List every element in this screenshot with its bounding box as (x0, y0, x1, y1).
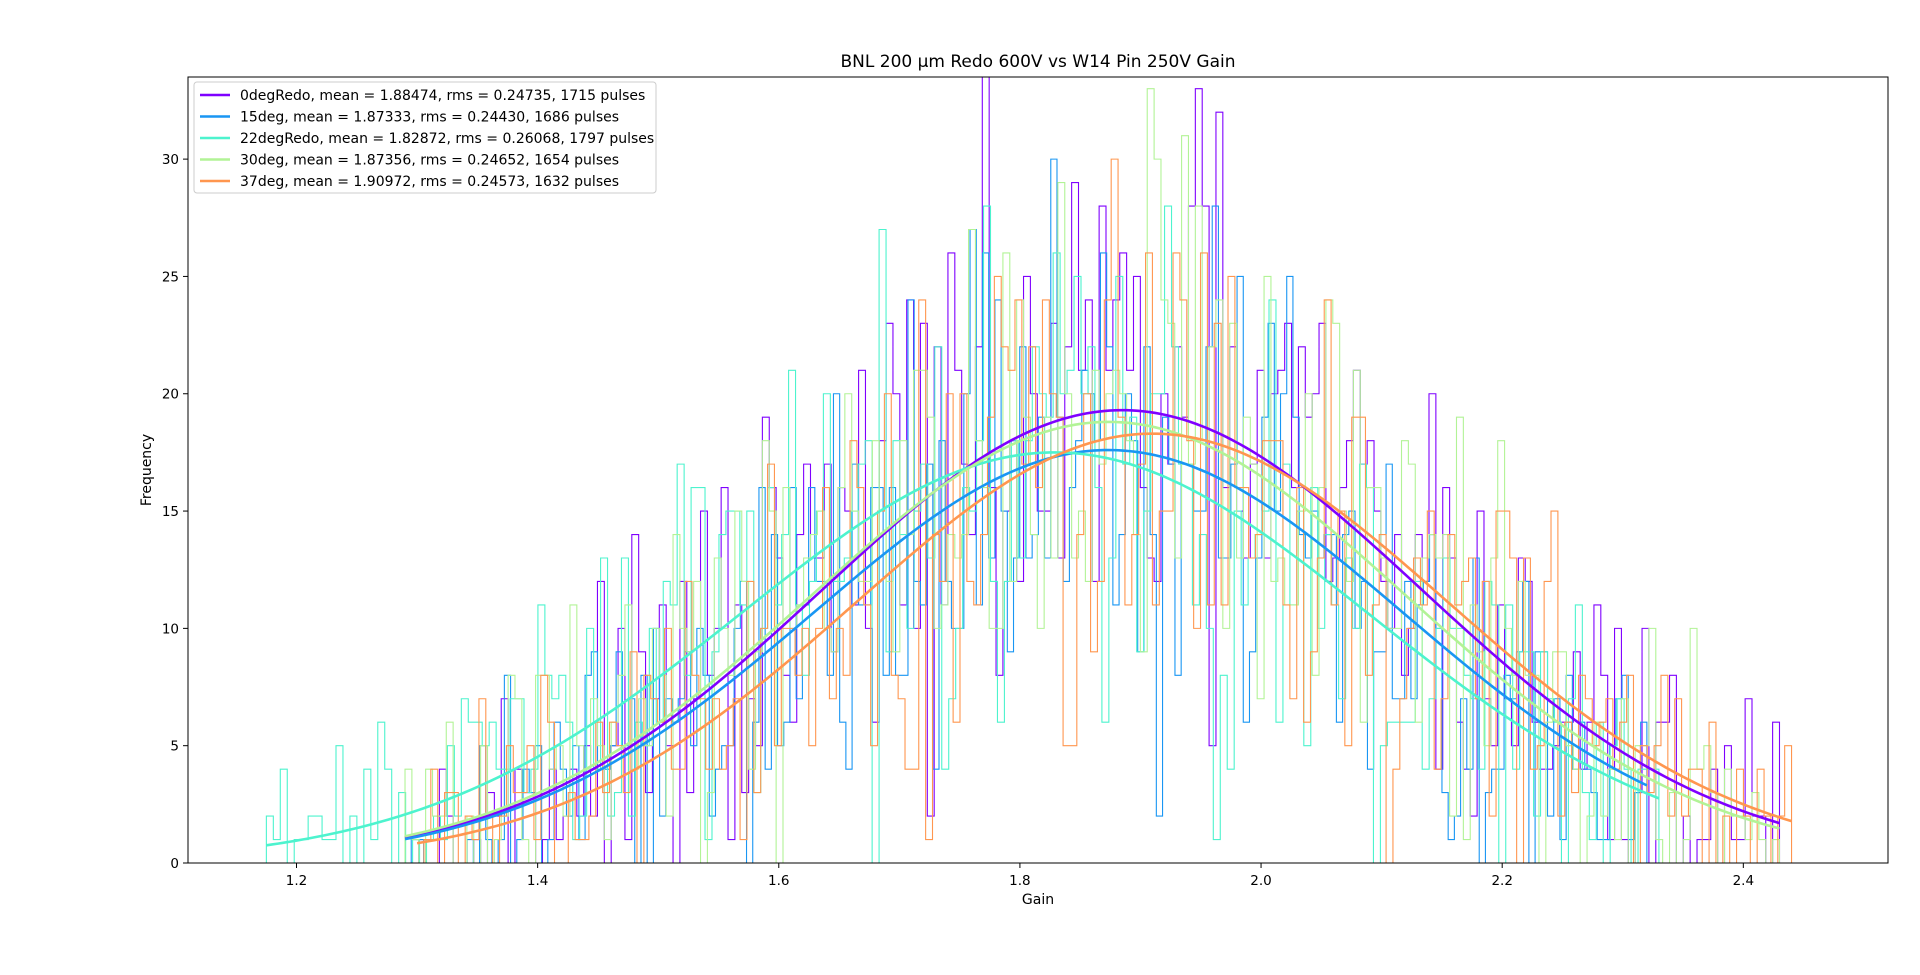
fit-curve-15deg (404, 448, 1648, 841)
y-tick-label: 5 (170, 739, 179, 755)
histogram-37deg (417, 158, 1793, 863)
histogram-22degRedo (265, 205, 1660, 863)
y-tick-label: 10 (162, 621, 179, 637)
fit-curve-30deg (404, 420, 1780, 838)
x-tick-label: 1.2 (286, 873, 307, 889)
fit-curve-22degRedo (266, 451, 1660, 847)
legend: 0degRedo, mean = 1.88474, rms = 0.24735,… (193, 81, 657, 194)
x-tick-label: 1.6 (768, 873, 789, 889)
y-tick-label: 25 (162, 269, 179, 285)
y-tick-label: 15 (162, 504, 179, 520)
legend-label-15deg: 15deg, mean = 1.87333, rms = 0.24430, 16… (240, 110, 619, 126)
plot-area (187, 76, 1889, 864)
chart-title: BNL 200 µm Redo 600V vs W14 Pin 250V Gai… (841, 52, 1236, 72)
fit-curve-0degRedo (404, 408, 1780, 840)
y-tick-label: 20 (162, 387, 179, 403)
x-axis-label: Gain (1022, 892, 1054, 908)
x-tick-label: 2.0 (1250, 873, 1271, 889)
y-tick-label: 30 (162, 152, 179, 168)
x-tick-label: 1.4 (527, 873, 548, 889)
legend-label-30deg: 30deg, mean = 1.87356, rms = 0.24652, 16… (240, 153, 619, 169)
plot-frame (187, 76, 1889, 864)
y-axis: 0 5 10 15 20 25 30 (162, 152, 188, 872)
y-axis-label: Frequency (139, 434, 155, 506)
legend-label-0degRedo: 0degRedo, mean = 1.88474, rms = 0.24735,… (240, 88, 645, 104)
legend-label-22degRedo: 22degRedo, mean = 1.82872, rms = 0.26068… (240, 131, 654, 147)
x-axis: 1.2 1.4 1.6 1.8 2.0 2.2 2.4 (286, 863, 1754, 889)
gaussian-fit-layer (266, 408, 1792, 847)
x-tick-label: 1.8 (1009, 873, 1030, 889)
y-tick-label: 0 (170, 856, 179, 872)
fit-curve-37deg (416, 432, 1792, 845)
x-tick-label: 2.2 (1491, 873, 1512, 889)
x-tick-label: 2.4 (1733, 873, 1754, 889)
legend-box (193, 81, 657, 194)
legend-label-37deg: 37deg, mean = 1.90972, rms = 0.24573, 16… (240, 174, 619, 190)
